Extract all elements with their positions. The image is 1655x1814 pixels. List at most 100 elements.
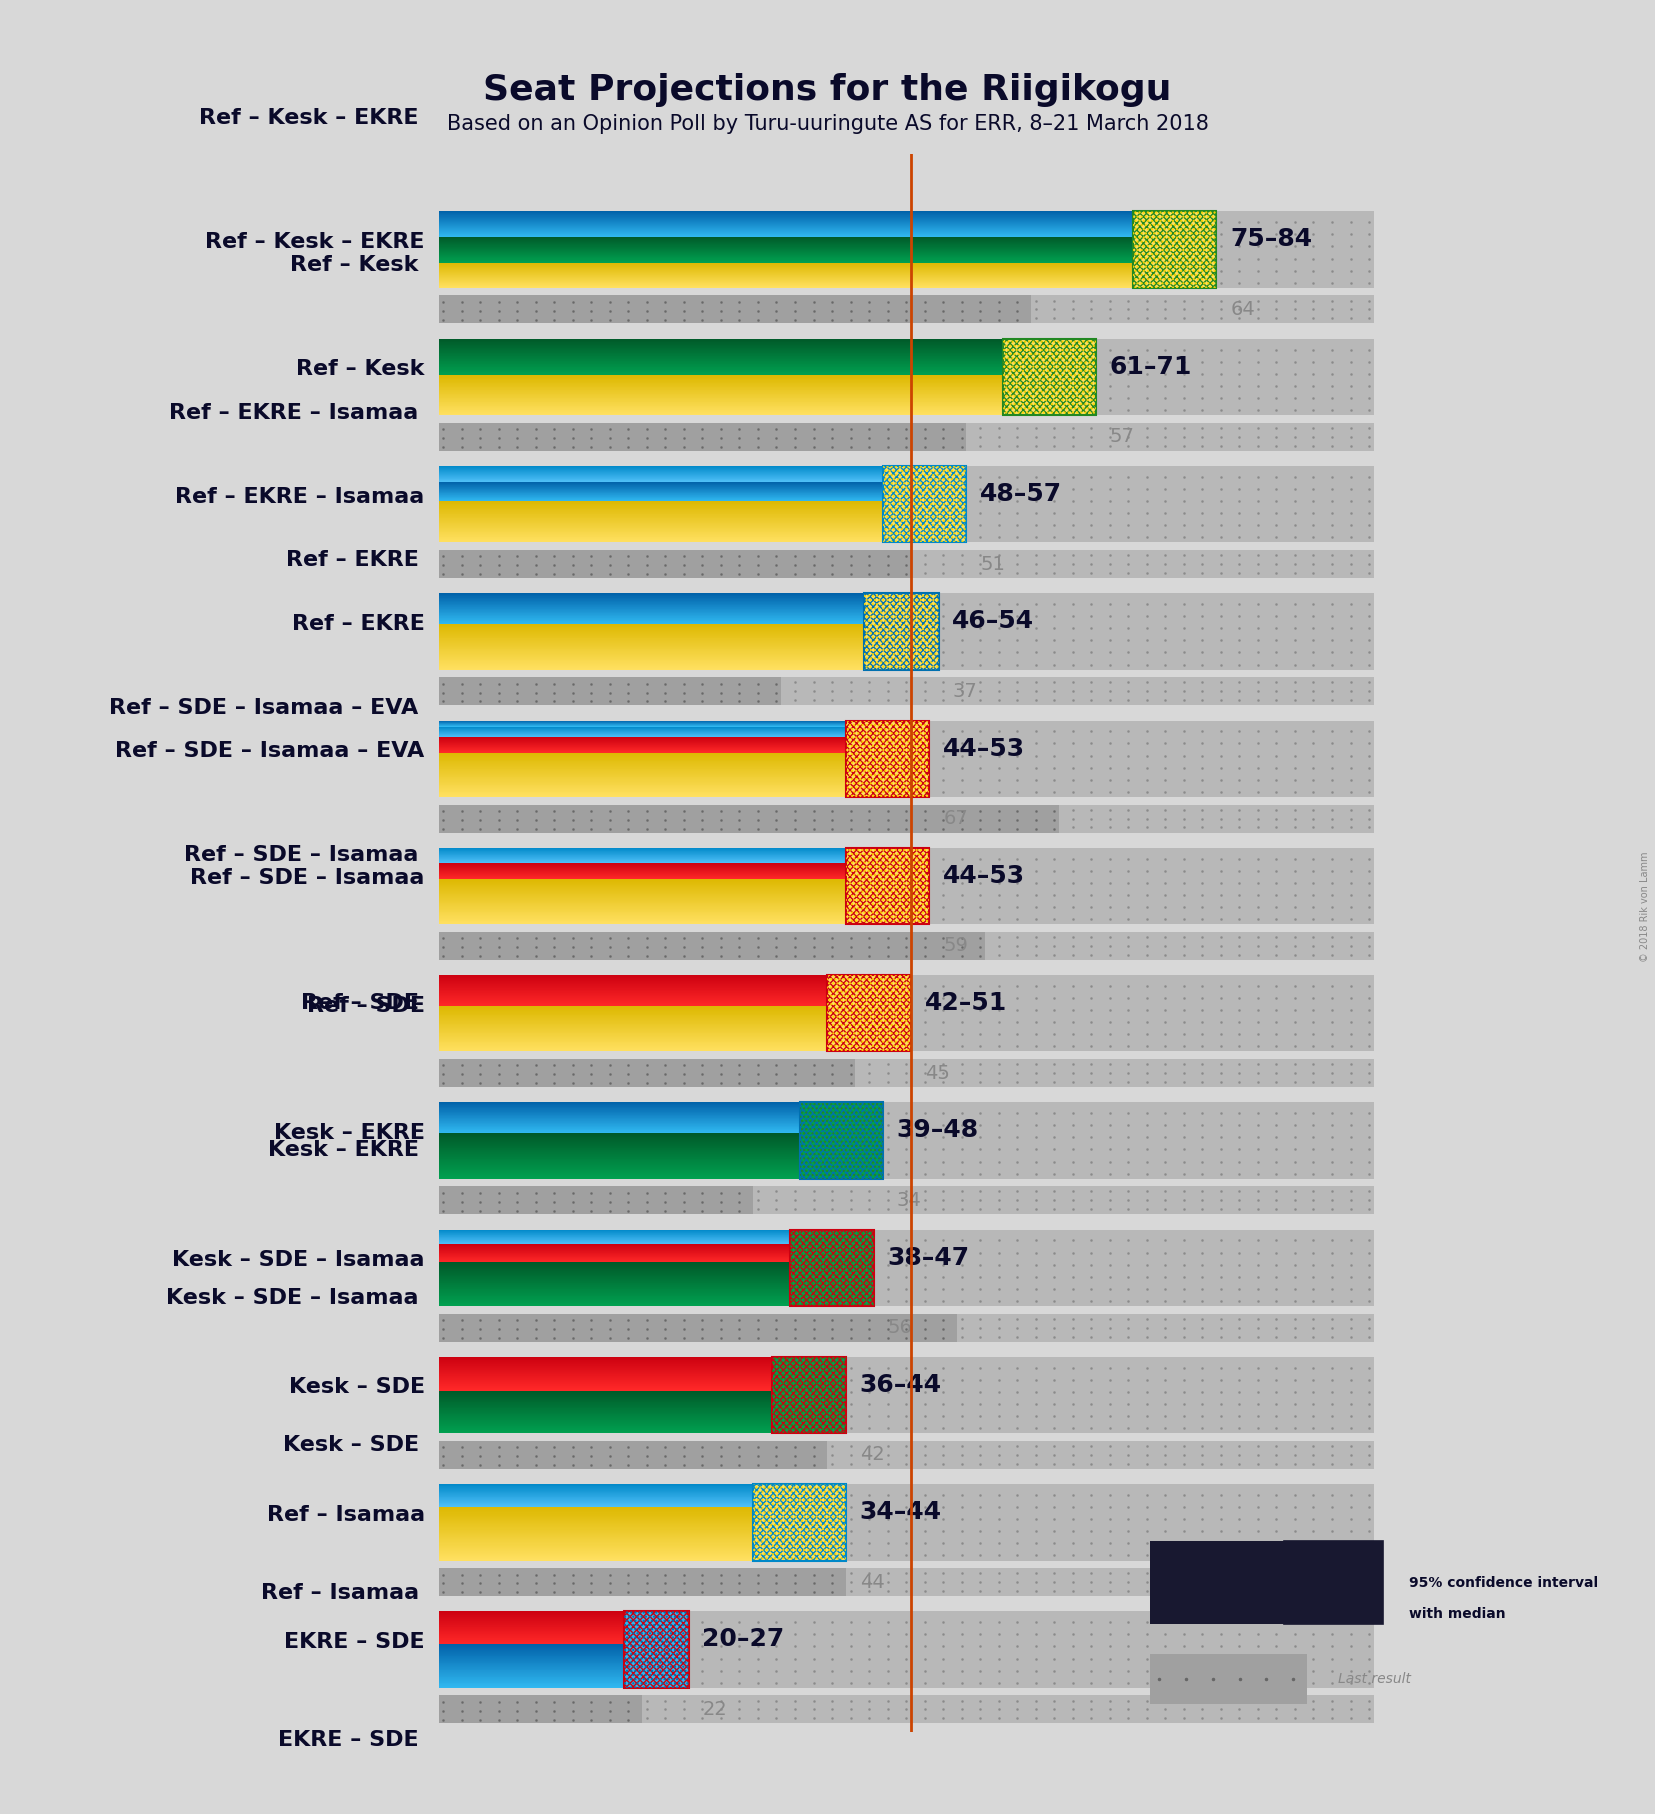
Text: Ref – EKRE: Ref – EKRE xyxy=(291,613,425,633)
Text: 56: 56 xyxy=(887,1319,912,1337)
Bar xyxy=(1003,339,1096,415)
Text: Ref – Kesk: Ref – Kesk xyxy=(296,359,425,379)
Text: Ref – SDE – Isamaa – EVA: Ref – SDE – Isamaa – EVA xyxy=(109,698,419,718)
Text: EKRE – SDE: EKRE – SDE xyxy=(285,1633,425,1653)
Text: 59: 59 xyxy=(943,936,968,956)
Text: 34: 34 xyxy=(897,1190,922,1210)
Text: Kesk – EKRE: Kesk – EKRE xyxy=(268,1141,419,1161)
Text: 42–51: 42–51 xyxy=(925,990,1006,1016)
Text: Kesk – SDE – Isamaa: Kesk – SDE – Isamaa xyxy=(166,1288,419,1308)
Bar xyxy=(1150,1654,1307,1705)
Bar xyxy=(439,1440,1374,1469)
Bar xyxy=(624,1611,688,1687)
Text: 42: 42 xyxy=(861,1446,884,1464)
Bar xyxy=(1003,339,1096,415)
Bar xyxy=(884,466,967,542)
Bar xyxy=(439,1696,642,1723)
Bar xyxy=(828,976,910,1052)
Bar xyxy=(771,1357,846,1433)
Bar xyxy=(846,847,928,923)
Bar xyxy=(439,296,1031,323)
Text: © 2018 Rik von Lamm: © 2018 Rik von Lamm xyxy=(1640,853,1650,961)
Text: Kesk – SDE: Kesk – SDE xyxy=(288,1377,425,1397)
Text: 38–47: 38–47 xyxy=(887,1246,970,1270)
Bar xyxy=(439,1440,828,1469)
Bar xyxy=(439,339,1374,415)
Text: 95% confidence interval: 95% confidence interval xyxy=(1410,1576,1599,1589)
Bar xyxy=(884,466,967,542)
Bar xyxy=(771,1357,846,1433)
Text: Ref – Kesk – EKRE: Ref – Kesk – EKRE xyxy=(205,232,425,252)
Bar xyxy=(1134,212,1216,288)
Bar xyxy=(799,1103,884,1179)
Text: Ref – EKRE – Isamaa: Ref – EKRE – Isamaa xyxy=(169,403,419,423)
Text: 44–53: 44–53 xyxy=(943,736,1024,760)
Text: Ref – Isamaa: Ref – Isamaa xyxy=(260,1584,419,1604)
Text: Ref – Isamaa: Ref – Isamaa xyxy=(266,1506,425,1526)
Text: 64: 64 xyxy=(1230,299,1254,319)
Text: Ref – SDE: Ref – SDE xyxy=(301,992,419,1012)
Bar xyxy=(1150,1540,1284,1625)
Bar xyxy=(846,720,928,796)
Text: 75–84: 75–84 xyxy=(1230,227,1312,252)
Bar xyxy=(439,1186,1374,1214)
Text: 36–44: 36–44 xyxy=(861,1373,942,1397)
Text: Kesk – SDE: Kesk – SDE xyxy=(283,1435,419,1455)
Bar xyxy=(791,1230,874,1306)
Text: with median: with median xyxy=(1410,1607,1506,1622)
Text: 39–48: 39–48 xyxy=(897,1119,980,1143)
Text: 57: 57 xyxy=(1111,428,1135,446)
Bar xyxy=(439,1567,1374,1596)
Bar xyxy=(439,212,1374,288)
Bar xyxy=(791,1230,874,1306)
Text: Ref – SDE: Ref – SDE xyxy=(306,996,425,1016)
Bar xyxy=(439,1357,1374,1433)
Text: Seat Projections for the Riigikogu: Seat Projections for the Riigikogu xyxy=(483,73,1172,107)
Text: Ref – Kesk – EKRE: Ref – Kesk – EKRE xyxy=(199,109,419,129)
Bar xyxy=(439,1059,1374,1087)
Text: 45: 45 xyxy=(925,1063,950,1083)
Text: Ref – EKRE: Ref – EKRE xyxy=(286,550,419,570)
Text: 20–27: 20–27 xyxy=(702,1627,784,1651)
Bar xyxy=(439,1696,1374,1723)
Bar xyxy=(1134,212,1216,288)
Text: 51: 51 xyxy=(980,555,1005,573)
Bar xyxy=(439,720,1374,796)
Bar xyxy=(439,423,1374,450)
Bar xyxy=(846,720,928,796)
Bar xyxy=(439,296,1374,323)
Text: Ref – SDE – Isamaa: Ref – SDE – Isamaa xyxy=(184,845,419,865)
Bar xyxy=(864,593,938,669)
Bar xyxy=(753,1484,846,1560)
Bar xyxy=(846,847,928,923)
Text: Ref – SDE – Isamaa – EVA: Ref – SDE – Isamaa – EVA xyxy=(116,742,425,762)
Bar xyxy=(439,847,1374,923)
Text: Last result: Last result xyxy=(1337,1673,1412,1687)
Text: Kesk – SDE – Isamaa: Kesk – SDE – Isamaa xyxy=(172,1250,425,1270)
Text: Ref – Kesk: Ref – Kesk xyxy=(290,256,419,276)
Text: EKRE – SDE: EKRE – SDE xyxy=(278,1731,419,1751)
Bar xyxy=(439,1059,856,1087)
Text: 67: 67 xyxy=(943,809,968,827)
Bar xyxy=(439,1567,846,1596)
Bar xyxy=(799,1103,884,1179)
Bar xyxy=(439,593,1374,669)
Text: 44: 44 xyxy=(861,1573,884,1591)
Text: 61–71: 61–71 xyxy=(1111,356,1192,379)
Text: 37: 37 xyxy=(952,682,976,700)
Text: Ref – SDE – Isamaa: Ref – SDE – Isamaa xyxy=(190,869,425,889)
Bar xyxy=(1284,1540,1382,1625)
Text: Kesk – EKRE: Kesk – EKRE xyxy=(273,1123,425,1143)
Text: 34–44: 34–44 xyxy=(861,1500,942,1524)
Bar xyxy=(439,1484,1374,1560)
Bar xyxy=(439,550,910,579)
Bar xyxy=(439,1103,1374,1179)
Bar xyxy=(439,423,967,450)
Bar xyxy=(439,1611,1374,1687)
Bar xyxy=(439,1186,753,1214)
Bar xyxy=(439,466,1374,542)
Bar xyxy=(439,932,1374,960)
Text: 44–53: 44–53 xyxy=(943,863,1024,887)
Bar xyxy=(439,1313,1374,1342)
Bar xyxy=(439,976,1374,1052)
